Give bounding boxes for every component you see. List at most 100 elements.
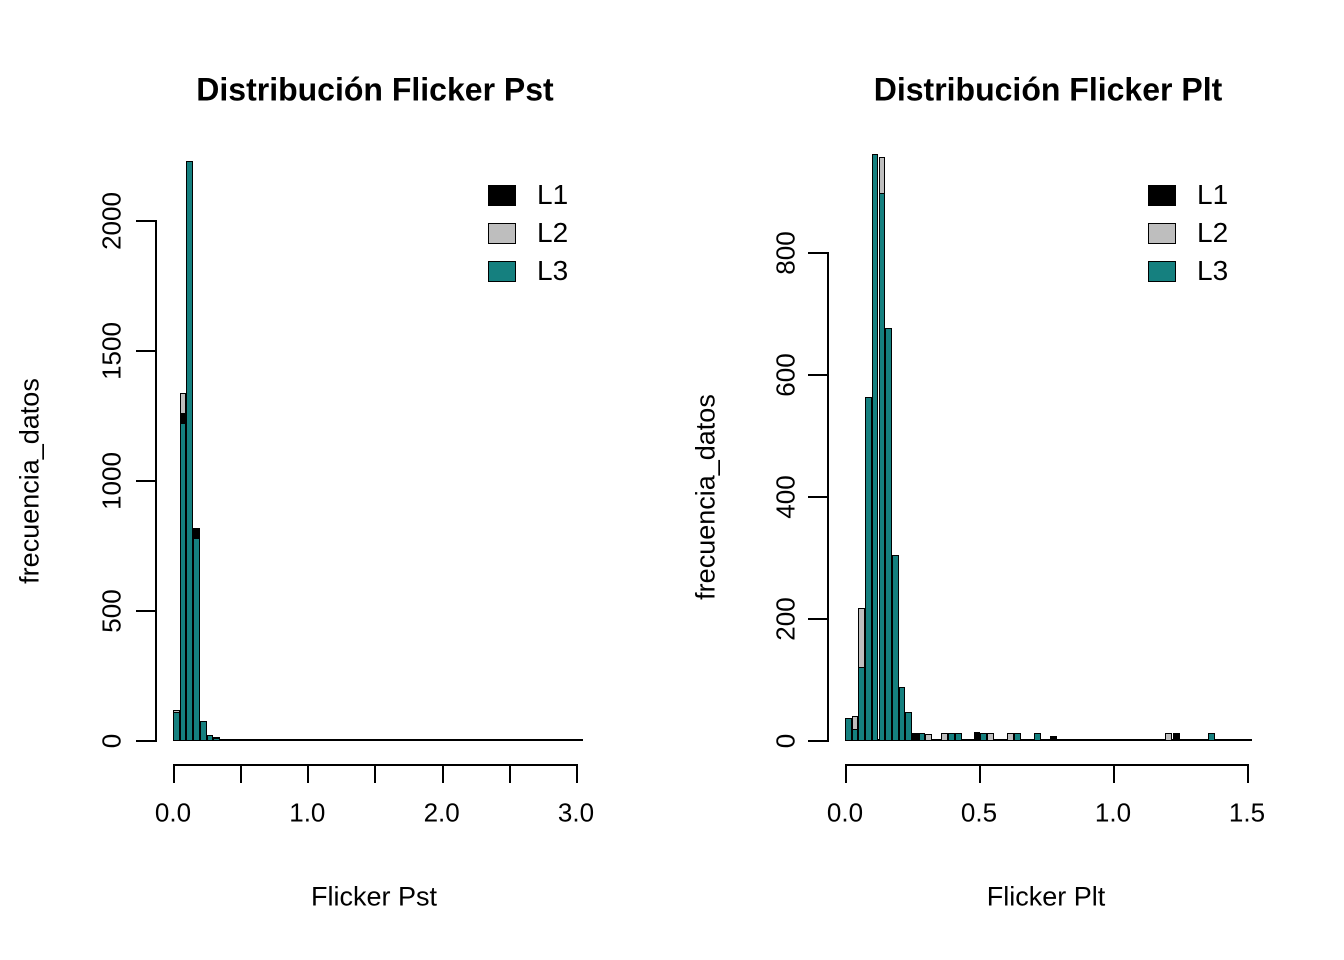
- histogram-bar: [878, 156, 886, 741]
- y-tick-label: 0: [770, 733, 801, 749]
- legend-label-l3: L3: [537, 255, 569, 286]
- histogram-baseline: [845, 739, 1253, 741]
- y-tick-label: 1500: [96, 322, 127, 380]
- histogram-bar: [925, 733, 933, 741]
- y-axis-title: frecuencia_datos: [14, 378, 45, 584]
- x-tick-mark: [441, 764, 444, 783]
- histogram-bar: [858, 667, 866, 741]
- y-axis-title: frecuencia_datos: [690, 394, 721, 600]
- histogram-bar: [918, 733, 926, 741]
- y-tick-mark: [136, 350, 155, 352]
- histogram-bar: [186, 160, 194, 741]
- legend-label-l1: L1: [537, 179, 569, 210]
- y-tick-mark: [808, 618, 827, 620]
- x-tick-mark: [575, 764, 578, 783]
- histogram-bar: [193, 527, 200, 741]
- histogram-bar: [912, 733, 919, 741]
- histogram-bar: [865, 396, 872, 741]
- histogram-bar: [980, 733, 988, 741]
- histogram-bar: [885, 328, 892, 741]
- legend-label-l2: L2: [537, 217, 569, 248]
- histogram-bar: [878, 193, 886, 741]
- histogram-bar: [179, 393, 187, 741]
- histogram-bar: [1007, 733, 1014, 741]
- histogram-bar: [871, 154, 879, 741]
- histogram-baseline: [173, 739, 583, 741]
- histogram-bar: [1165, 733, 1172, 741]
- x-axis-title: Flicker Plt: [986, 881, 1106, 912]
- histogram-bar: [206, 734, 214, 741]
- histogram-bar: [845, 717, 852, 741]
- legend-swatch-l1: [1148, 185, 1176, 206]
- x-tick-mark: [979, 764, 981, 783]
- chart-title: Distribución Flicker Plt: [873, 71, 1223, 108]
- histogram-bar: [905, 711, 912, 741]
- legend-swatch-l3: [488, 261, 516, 282]
- legend-label-l2: L2: [1197, 217, 1229, 248]
- y-tick-label: 500: [96, 589, 127, 633]
- x-tick-mark: [374, 764, 377, 783]
- histogram-bar: [1173, 733, 1180, 741]
- y-tick-label: 200: [770, 597, 801, 641]
- x-tick-label: 1.0: [1094, 797, 1132, 828]
- histogram-bar: [226, 739, 234, 741]
- y-tick-label: 0: [96, 733, 127, 749]
- y-tick-mark: [808, 740, 827, 742]
- histogram-bar: [941, 733, 949, 741]
- x-tick-mark: [173, 764, 175, 783]
- histogram-bar: [173, 709, 180, 741]
- x-tick-mark: [1113, 764, 1115, 783]
- y-tick-mark: [808, 252, 827, 254]
- x-axis-line: [173, 764, 578, 766]
- histogram-bar: [220, 738, 227, 741]
- x-tick-label: 1.0: [289, 797, 326, 828]
- legend-swatch-l2: [1148, 223, 1176, 244]
- histogram-bar: [193, 537, 200, 741]
- y-tick-label: 2000: [96, 192, 127, 250]
- histogram-bar: [1050, 736, 1057, 741]
- x-tick-label: 1.5: [1228, 797, 1266, 828]
- histogram-bar: [199, 720, 207, 741]
- histogram-bar: [851, 715, 859, 741]
- y-tick-mark: [136, 220, 155, 222]
- legend-label-l1: L1: [1197, 179, 1229, 210]
- histogram-bar: [973, 731, 981, 741]
- histogram-bar: [179, 423, 187, 741]
- legend-label-l3: L3: [1197, 255, 1229, 286]
- histogram-bar: [179, 412, 187, 741]
- y-tick-mark: [136, 740, 155, 742]
- histogram-bar: [948, 733, 955, 741]
- x-tick-mark: [307, 764, 310, 783]
- x-tick-label: 0.0: [826, 797, 864, 828]
- y-axis-line: [155, 220, 157, 742]
- x-tick-label: 0.5: [960, 797, 998, 828]
- y-tick-mark: [808, 374, 827, 376]
- x-axis-line: [845, 764, 1249, 766]
- histogram-bar: [173, 712, 180, 741]
- histogram-bar: [898, 686, 906, 741]
- y-tick-label: 1000: [96, 452, 127, 510]
- histogram-bar: [1033, 733, 1041, 741]
- x-axis-title: Flicker Pst: [310, 881, 438, 912]
- y-tick-label: 800: [770, 231, 801, 275]
- x-tick-mark: [240, 764, 243, 783]
- histogram-bar: [233, 739, 241, 741]
- legend-swatch-l2: [488, 223, 516, 244]
- histogram-bar: [954, 733, 962, 741]
- histogram-bar: [213, 738, 220, 741]
- x-tick-label: 3.0: [557, 797, 595, 828]
- y-tick-label: 600: [770, 353, 801, 397]
- histogram-bar: [1208, 733, 1215, 741]
- y-tick-mark: [136, 480, 155, 482]
- x-tick-mark: [845, 764, 847, 783]
- histogram-bar: [851, 728, 859, 741]
- x-tick-mark: [1247, 764, 1249, 783]
- histogram-bar: [858, 608, 866, 741]
- y-tick-mark: [136, 610, 155, 612]
- y-axis-line: [827, 252, 829, 742]
- histogram-bar: [1013, 733, 1021, 741]
- legend-swatch-l1: [488, 185, 516, 206]
